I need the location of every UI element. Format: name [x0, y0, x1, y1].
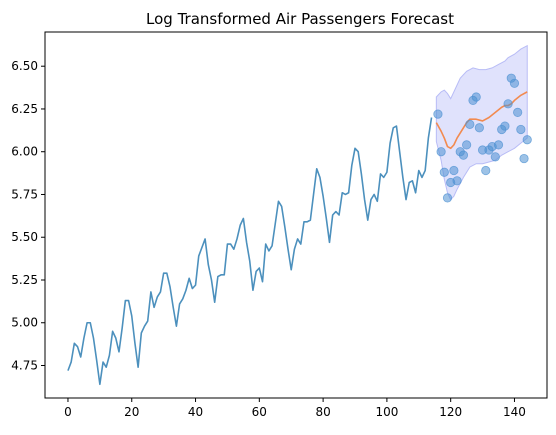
y-tick-label: 5.00 — [11, 316, 38, 330]
test-point — [442, 193, 453, 203]
test-point — [509, 78, 520, 88]
test-point — [465, 119, 475, 129]
test-point — [458, 150, 469, 160]
y-tick-label: 5.50 — [11, 230, 38, 244]
test-point — [522, 135, 532, 145]
test-point — [519, 153, 529, 164]
y-tick-label: 5.25 — [11, 273, 38, 287]
historical-line — [67, 117, 433, 386]
test-point — [471, 92, 481, 102]
test-point — [490, 152, 500, 162]
test-point — [516, 124, 526, 135]
test-point — [439, 167, 449, 177]
test-point — [462, 140, 472, 150]
test-point — [433, 109, 443, 119]
test-point — [452, 176, 462, 186]
y-tick-label: 6.00 — [11, 145, 38, 159]
test-point — [481, 165, 491, 176]
x-tick-label: 140 — [503, 405, 526, 419]
chart-title: Log Transformed Air Passengers Forecast — [146, 10, 454, 28]
confidence-band — [435, 44, 528, 201]
y-tick-label: 6.25 — [11, 102, 38, 116]
x-axis: 0 20 40 60 80 100 120 140 — [64, 398, 526, 419]
y-tick-label: 6.50 — [11, 59, 38, 73]
x-tick-label: 20 — [124, 405, 139, 419]
test-point — [513, 107, 523, 117]
y-tick-label: 5.75 — [11, 187, 38, 201]
x-tick-label: 100 — [375, 405, 398, 419]
test-point — [474, 123, 484, 133]
y-axis: 4.75 5.00 5.25 5.50 5.75 6.00 6.25 6.50 — [11, 59, 45, 373]
x-tick-label: 60 — [252, 405, 267, 419]
test-point — [449, 165, 459, 176]
test-point — [436, 147, 446, 157]
x-tick-label: 120 — [439, 405, 462, 419]
x-tick-label: 0 — [64, 405, 72, 419]
y-tick-label: 4.75 — [11, 359, 38, 373]
plot-area — [67, 44, 532, 386]
test-point — [503, 99, 513, 109]
test-point — [493, 140, 504, 150]
plot-frame — [44, 31, 548, 399]
test-point — [500, 121, 510, 131]
x-tick-label: 80 — [315, 405, 330, 419]
x-tick-label: 40 — [188, 405, 203, 419]
